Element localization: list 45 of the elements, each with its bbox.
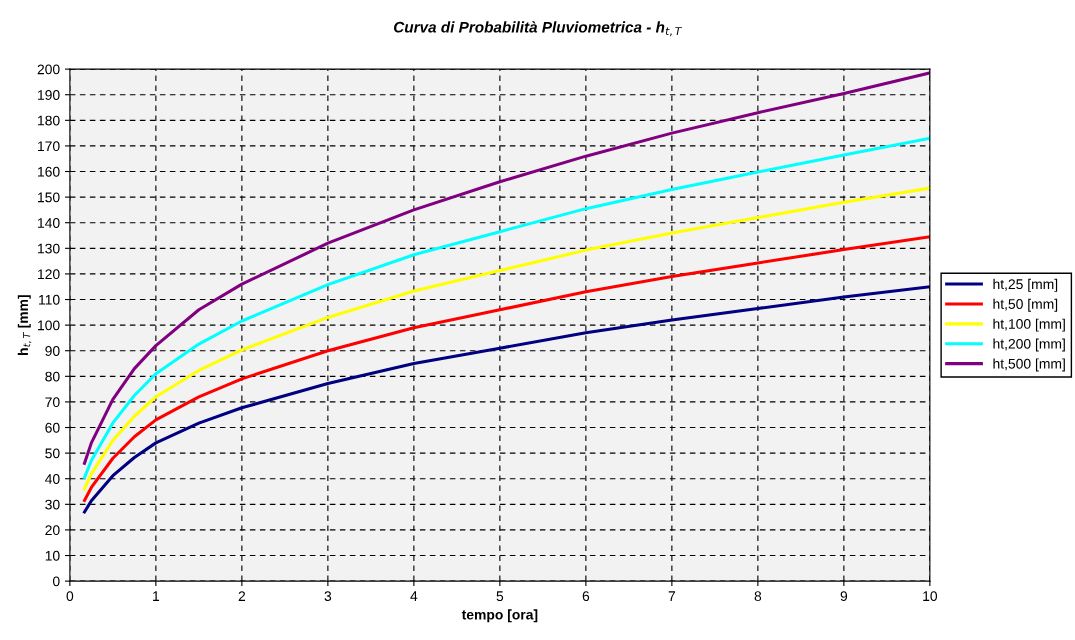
legend-label: ht,100 [mm]	[993, 318, 1065, 332]
x-tick-label: 1	[153, 591, 160, 601]
y-tick-label: 70	[45, 397, 60, 408]
legend-label: ht,500 [mm]	[993, 358, 1065, 372]
legend-label: ht,50 [mm]	[993, 298, 1058, 312]
y-tick-label: 200	[37, 64, 60, 75]
y-tick-label: 150	[38, 192, 60, 203]
x-tick-label: 4	[410, 591, 418, 601]
y-tick-label: 30	[45, 499, 60, 510]
y-tick-label: 180	[38, 115, 60, 126]
y-axis-title: h$_{t,T}$ [mm]	[17, 295, 32, 355]
y-tick-label: 160	[38, 166, 60, 177]
legend-label: ht,200 [mm]	[993, 338, 1065, 352]
x-axis-title: tempo [ora]	[461, 609, 538, 623]
line-series	[82, 235, 930, 503]
y-tick-label: 80	[45, 371, 60, 382]
y-tick-label: 60	[45, 422, 60, 433]
y-tick-label: 40	[45, 474, 60, 484]
legend-label: ht,25 [mm]	[993, 278, 1058, 292]
x-tick-label: 8	[754, 591, 762, 602]
line-series	[82, 186, 930, 491]
x-tick-label: 2	[238, 591, 246, 601]
y-tick-label: 100	[38, 320, 60, 331]
y-tick-label: 20	[45, 525, 60, 536]
y-tick-label: 0	[52, 576, 60, 587]
line-series	[82, 285, 930, 514]
chart-title: Curva di Probabilità Pluviometrica - h$_{t,T}$	[394, 21, 682, 37]
y-tick-label: 130	[38, 243, 60, 254]
y-tick-label: 190	[38, 90, 60, 100]
x-tick-label: 5	[496, 591, 504, 602]
x-tick-label: 3	[324, 591, 332, 602]
y-tick-label: 120	[38, 269, 60, 280]
y-tick-label: 140	[38, 218, 60, 228]
y-tick-label: 110	[39, 294, 60, 305]
x-tick-label: 0	[66, 591, 74, 602]
x-tick-label: 7	[668, 591, 676, 601]
y-tick-label: 90	[45, 346, 60, 356]
y-tick-label: 10	[45, 550, 60, 561]
x-tick-label: 10	[923, 591, 938, 602]
y-tick-label: 50	[45, 448, 60, 459]
y-tick-label: 170	[38, 141, 60, 152]
line-series	[82, 136, 930, 479]
x-tick-label: 9	[840, 591, 848, 602]
line-series	[82, 71, 930, 465]
x-tick-label: 6	[582, 591, 590, 602]
